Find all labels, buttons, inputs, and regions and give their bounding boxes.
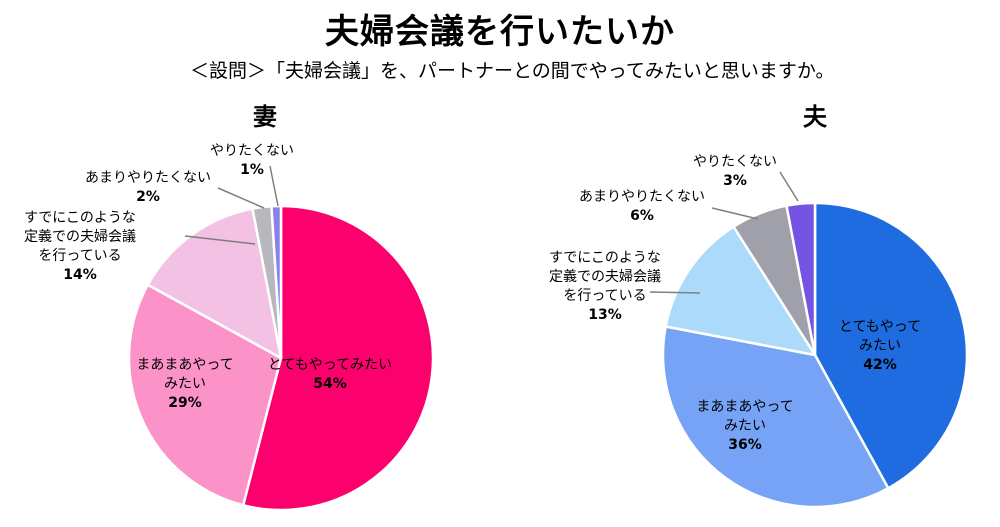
leader-line (711, 207, 759, 220)
slice-value-label: 14% (63, 267, 97, 283)
slice-value-label: 42% (863, 357, 897, 373)
pie-slice (127, 283, 283, 507)
slice-label: まあまあやってみたい (136, 357, 233, 392)
slice-label: やりたくない (210, 143, 294, 159)
slice-label: あまりやりたくない (579, 189, 705, 205)
leader-line (779, 171, 799, 202)
page-title: 夫婦会議を行いたいか (325, 12, 675, 52)
leader-line (184, 235, 256, 245)
slice-label: まあまあやってみたい (696, 399, 793, 434)
pie-slice (785, 201, 817, 357)
chart-title: 夫 (803, 103, 828, 131)
slice-label: やりたくない (693, 154, 777, 170)
slice-label: とてもやってみたい (839, 319, 921, 354)
slice-value-label: 2% (136, 189, 160, 205)
slice-value-label: 1% (240, 162, 264, 178)
pie-slice (270, 204, 283, 360)
slice-value-label: 3% (723, 173, 747, 189)
chart-title: 妻 (253, 103, 277, 131)
slice-label: あまりやりたくない (85, 170, 211, 186)
pie-slice (664, 225, 817, 357)
slice-value-label: 54% (313, 376, 347, 392)
leader-line (217, 187, 265, 209)
leader-line (269, 165, 279, 207)
pie-slice (661, 325, 890, 509)
slice-value-label: 36% (728, 437, 762, 453)
pie-slice (813, 201, 969, 490)
slice-label: とてもやってみたい (268, 357, 392, 373)
slice-value-label: 13% (588, 307, 622, 323)
slice-label: すでにこのような定義での夫婦会議を行っている (24, 210, 136, 264)
leader-line (649, 291, 701, 294)
page-subtitle: ＜設問＞「夫婦会議」を、パートナーとの間でやってみたいと思いますか。 (190, 60, 835, 82)
slice-label: すでにこのような定義での夫婦会議を行っている (549, 250, 661, 304)
slice-value-label: 6% (630, 208, 654, 224)
pie-slice (241, 204, 435, 512)
pie-slice (146, 207, 283, 360)
slice-value-label: 29% (168, 395, 202, 411)
